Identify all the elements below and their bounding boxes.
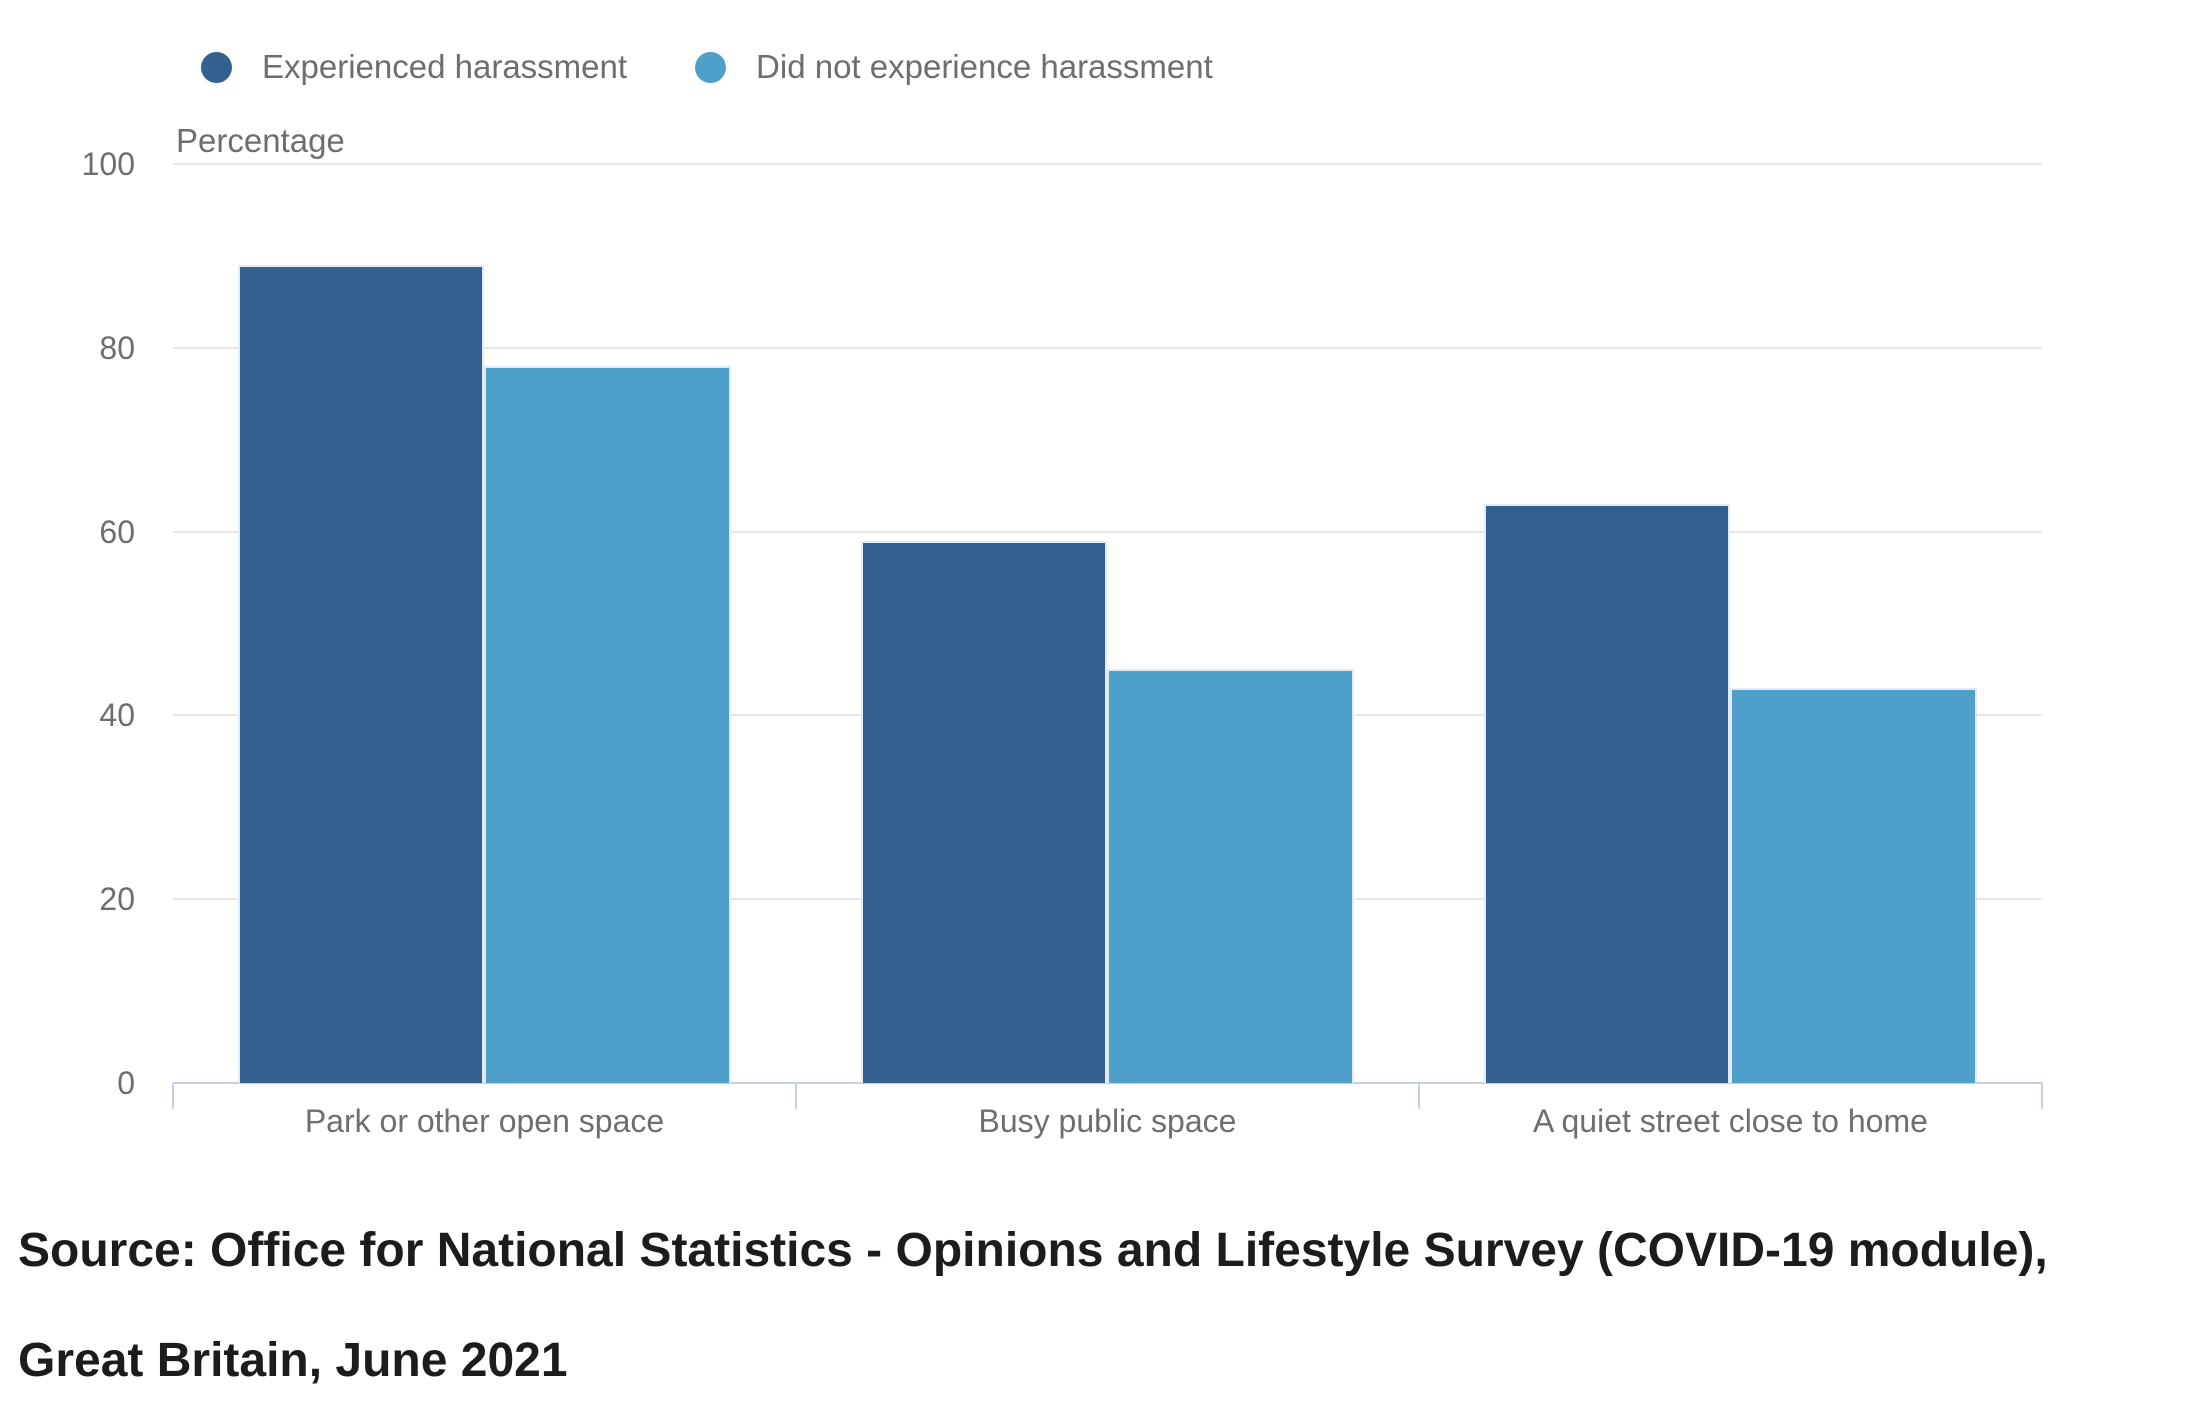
y-tick-label: 100 (81, 146, 135, 182)
gridline (173, 346, 2042, 349)
axis-tick (1417, 1083, 1420, 1109)
bar (1483, 504, 1731, 1083)
chart-legend: Experienced harassment Did not experience… (201, 48, 1213, 86)
bar-group (1419, 164, 2042, 1083)
gridline (173, 163, 2042, 165)
bar (860, 540, 1108, 1083)
y-tick-label: 20 (99, 881, 135, 918)
legend-label: Experienced harassment (262, 48, 628, 85)
legend-label: Did not experience harassment (756, 48, 1213, 85)
x-category-label: A quiet street close to home (1533, 1103, 1928, 1139)
y-tick-label: 60 (99, 513, 135, 550)
y-axis-title: Percentage (176, 122, 345, 159)
x-category-label: Park or other open space (304, 1103, 665, 1139)
legend-item: Experienced harassment (201, 48, 627, 86)
x-axis-category-labels: Park or other open space Busy public spac… (173, 1103, 2042, 1140)
axis-tick (172, 1083, 174, 1109)
plot-area (172, 163, 2043, 1109)
bar-group (173, 164, 796, 1083)
legend-swatch-icon (695, 51, 727, 83)
bar (237, 265, 485, 1083)
gridline (173, 530, 2042, 533)
legend-swatch-icon (201, 51, 232, 83)
y-tick-label: 40 (99, 697, 135, 734)
y-tick-label: 80 (99, 329, 135, 366)
axis-tick (794, 1083, 797, 1109)
bar (1107, 669, 1355, 1083)
y-tick-label: 0 (117, 1065, 135, 1101)
bar (1730, 687, 1978, 1083)
gridline (173, 1082, 2042, 1084)
legend-item: Did not experience harassment (695, 48, 1213, 86)
bar-groups (173, 164, 2042, 1083)
axis-tick (2041, 1083, 2043, 1109)
x-category-label: Busy public space (978, 1103, 1237, 1139)
source-note: Source: Office for National Statistics -… (18, 1224, 2048, 1387)
bar-group (796, 164, 1419, 1083)
bar (484, 366, 732, 1083)
